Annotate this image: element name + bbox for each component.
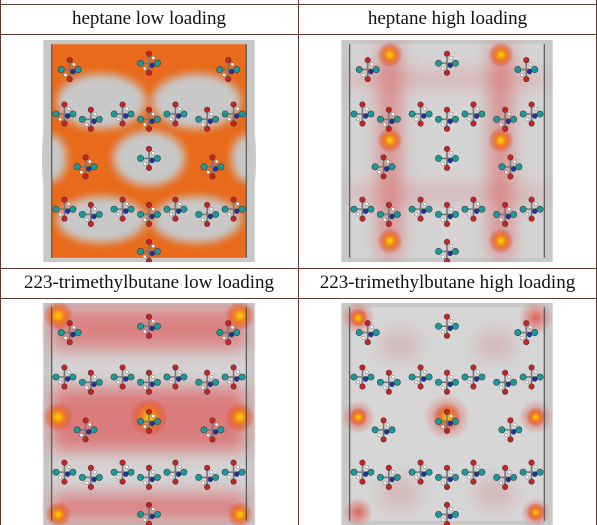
density-image [42,40,256,262]
figure-table: heptane low loading heptane high loading… [0,0,597,525]
density-image [340,303,554,525]
column-header: heptane high loading [299,4,596,34]
density-image [340,40,554,262]
column-header: 223-trimethylbutane low loading [0,268,298,298]
rule [298,0,299,525]
density-image [42,303,256,525]
rule [0,0,1,525]
column-header: 223-trimethylbutane high loading [299,268,596,298]
column-header: heptane low loading [0,4,298,34]
